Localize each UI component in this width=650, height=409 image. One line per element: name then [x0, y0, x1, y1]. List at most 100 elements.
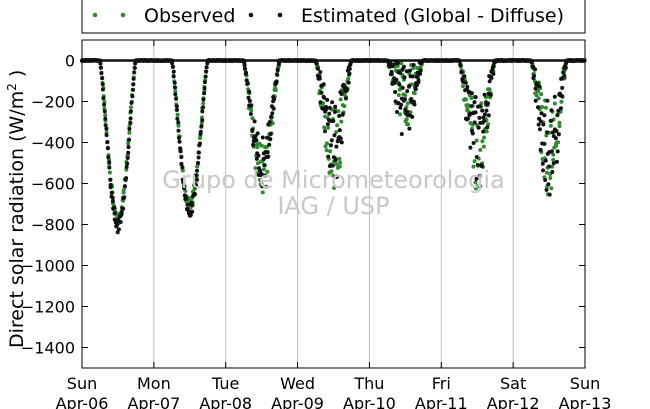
estimated-point — [119, 209, 124, 214]
estimated-point — [555, 113, 560, 118]
observed-point — [397, 87, 402, 92]
estimated-point — [541, 168, 545, 173]
estimated-point — [400, 67, 405, 72]
estimated-point — [491, 63, 496, 68]
x-tick-day-label: Fri — [432, 374, 451, 393]
estimated-point — [475, 162, 480, 167]
watermark-line-1: Grupo de Micrometeorologia — [162, 166, 504, 194]
estimated-point — [465, 84, 470, 89]
estimated-point — [179, 155, 184, 160]
estimated-point — [489, 75, 494, 80]
observed-point — [545, 170, 549, 175]
estimated-point — [275, 67, 280, 72]
estimated-point — [482, 119, 487, 124]
estimated-point — [319, 90, 324, 95]
observed-point — [259, 143, 264, 148]
observed-point — [180, 168, 185, 173]
estimated-point — [246, 95, 251, 100]
estimated-point — [556, 132, 561, 137]
estimated-point — [107, 160, 112, 165]
estimated-point — [476, 125, 481, 130]
estimated-point — [128, 109, 133, 114]
estimated-point — [112, 211, 117, 216]
estimated-point — [98, 61, 103, 66]
observed-point — [342, 104, 347, 109]
estimated-point — [247, 98, 252, 103]
estimated-point — [274, 79, 279, 84]
estimated-point — [126, 150, 131, 155]
estimated-point — [110, 196, 115, 200]
observed-point — [534, 93, 539, 98]
estimated-point — [201, 97, 206, 102]
observed-point — [550, 164, 555, 169]
x-tick-date-label: Apr-11 — [415, 394, 468, 409]
estimated-point — [101, 96, 106, 101]
observed-point — [559, 99, 564, 104]
observed-point — [176, 123, 181, 128]
observed-point — [461, 84, 465, 89]
estimated-point — [458, 63, 463, 68]
estimated-point — [486, 101, 490, 106]
estimated-point — [98, 65, 103, 70]
observed-point — [548, 123, 553, 128]
estimated-point — [468, 145, 473, 150]
estimated-point — [337, 113, 342, 118]
estimated-point — [330, 163, 335, 168]
estimated-point — [347, 71, 352, 76]
estimated-point — [100, 87, 105, 92]
x-tick-day-label: Sun — [570, 374, 600, 393]
x-tick-day-label: Sun — [67, 374, 97, 393]
observed-point — [126, 141, 131, 146]
estimated-point — [178, 149, 183, 154]
estimated-point — [391, 63, 396, 67]
estimated-point — [542, 141, 547, 146]
estimated-point — [127, 127, 132, 131]
estimated-point — [258, 168, 263, 173]
observed-point — [328, 149, 333, 154]
estimated-point — [547, 164, 552, 169]
estimated-point — [122, 184, 127, 189]
estimated-point — [324, 106, 329, 111]
estimated-point — [547, 192, 552, 197]
observed-point — [536, 96, 541, 101]
estimated-point — [204, 65, 209, 70]
estimated-point — [251, 142, 256, 147]
observed-point — [260, 190, 265, 195]
estimated-point — [553, 136, 558, 141]
estimated-point — [472, 120, 477, 125]
estimated-point — [549, 118, 554, 123]
estimated-point — [532, 74, 537, 78]
estimated-point — [470, 131, 475, 136]
observed-point — [486, 122, 491, 127]
estimated-point — [110, 199, 115, 204]
observed-point — [175, 112, 180, 117]
estimated-point — [250, 128, 255, 132]
estimated-point — [333, 104, 338, 109]
estimated-point — [131, 87, 135, 92]
estimated-point — [318, 100, 323, 105]
estimated-point — [249, 103, 254, 108]
estimated-point — [469, 104, 474, 109]
estimated-point — [410, 114, 415, 119]
estimated-point — [263, 173, 268, 178]
estimated-point — [487, 79, 492, 84]
x-tick-date-label: Apr-13 — [559, 394, 612, 409]
estimated-point — [560, 94, 565, 99]
observed-point — [411, 66, 416, 71]
estimated-point — [533, 86, 538, 91]
observed-point — [329, 169, 334, 174]
estimated-point — [533, 67, 537, 72]
observed-point — [481, 144, 486, 149]
estimated-point — [109, 190, 114, 195]
estimated-point — [326, 154, 331, 159]
estimated-point — [469, 91, 474, 96]
estimated-point — [561, 70, 566, 75]
estimated-point — [410, 74, 415, 79]
estimated-point — [104, 126, 109, 131]
observed-point — [121, 188, 126, 193]
x-tick-date-label: Apr-08 — [199, 394, 252, 409]
estimated-point — [269, 114, 273, 119]
estimated-point — [190, 203, 195, 208]
observed-point — [478, 147, 483, 152]
estimated-point — [473, 95, 478, 100]
